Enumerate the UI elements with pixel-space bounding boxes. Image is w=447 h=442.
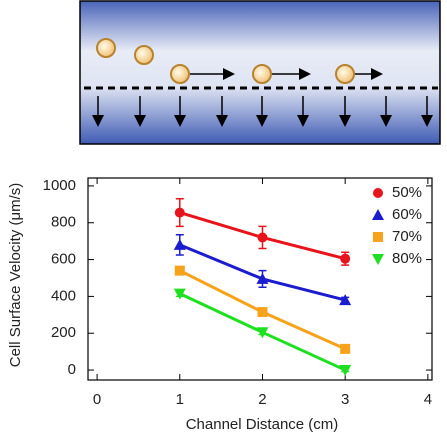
plot-frame (87, 177, 433, 381)
x-axis-title: Channel Distance (cm) (186, 416, 339, 433)
y-tick-label: 400 (51, 287, 76, 304)
x-tick-label: 0 (93, 391, 101, 408)
data-point (340, 343, 351, 354)
data-point (339, 365, 352, 377)
x-tick-label: 3 (341, 391, 349, 408)
legend-label: 70% (392, 228, 422, 245)
legend-marker (372, 209, 384, 220)
data-point (174, 265, 185, 276)
legend-label: 50% (392, 184, 422, 201)
data-point (256, 327, 269, 339)
data-point (256, 272, 269, 284)
y-tick-label: 800 (51, 214, 76, 231)
y-axis-title: Cell Surface Velocity (μm/s) (7, 183, 24, 368)
channel-diagram (79, 0, 441, 145)
data-point (257, 307, 268, 318)
data-point (339, 294, 352, 306)
y-tick-label: 1000 (43, 177, 76, 194)
legend-marker (372, 254, 384, 265)
y-tick-label: 600 (51, 251, 76, 268)
data-point (257, 232, 268, 243)
legend-marker (373, 188, 383, 198)
legend-label: 80% (392, 250, 422, 267)
y-tick-label: 200 (51, 324, 76, 341)
data-point (173, 288, 186, 300)
legend-marker (373, 232, 383, 242)
x-tick-label: 2 (258, 391, 266, 408)
data-point (340, 253, 351, 264)
data-point (173, 238, 186, 250)
x-tick-label: 4 (424, 391, 432, 408)
y-tick-label: 0 (68, 361, 76, 378)
x-tick-label: 1 (176, 391, 184, 408)
data-point (174, 207, 185, 218)
legend-label: 60% (392, 206, 422, 223)
